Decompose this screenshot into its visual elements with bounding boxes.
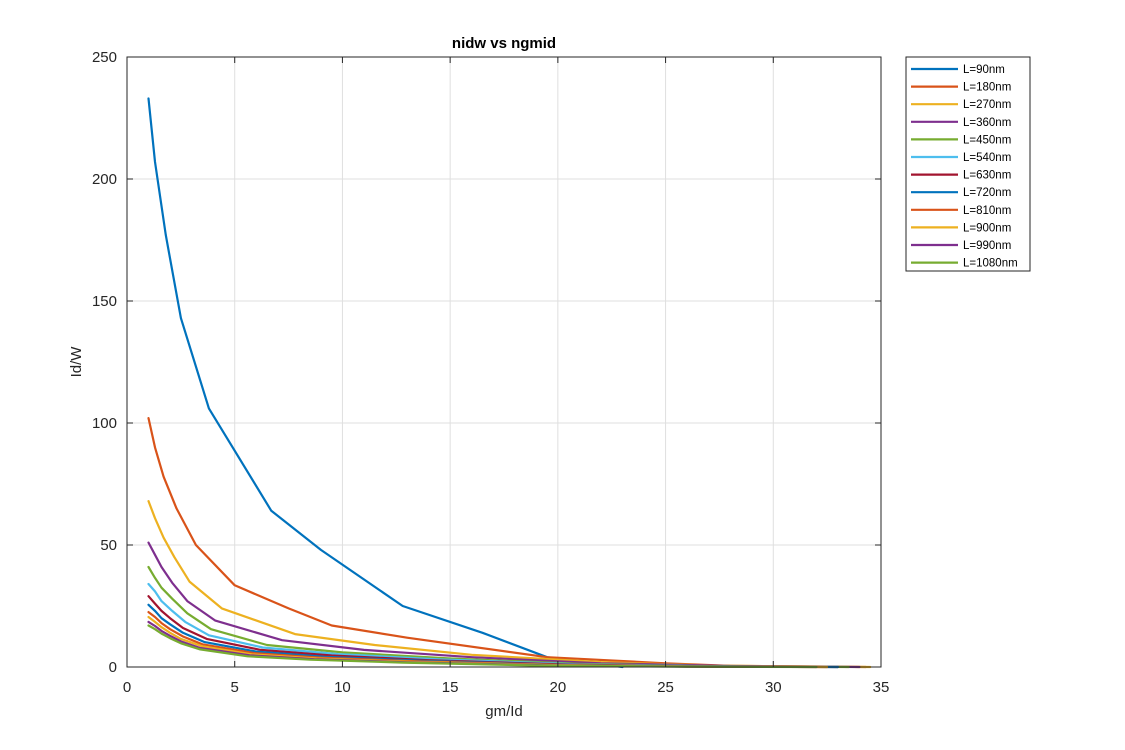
legend-label: L=990nm — [963, 240, 1011, 252]
chart-title: nidw vs ngmid — [452, 35, 556, 52]
y-tick-label: 250 — [92, 49, 117, 66]
series-line-12 — [147, 624, 818, 669]
legend-label: L=900nm — [963, 222, 1011, 234]
series-lines — [147, 97, 872, 669]
legend: L=90nm L=180nm L=270nm L=360nm L=450nm L=540n… — [905, 56, 1031, 272]
y-tick-label: 150 — [92, 293, 117, 310]
x-tick-label: 10 — [334, 679, 351, 696]
x-tick-label: 0 — [123, 679, 131, 696]
legend-box — [905, 56, 1031, 272]
legend-label: L=630nm — [963, 170, 1011, 182]
x-axis-label: gm/Id — [485, 703, 523, 720]
y-axis-label: Id/W — [68, 346, 85, 378]
legend-label: L=540nm — [963, 152, 1011, 164]
legend-label: L=810nm — [963, 205, 1011, 217]
legend-label: L=90nm — [963, 64, 1005, 76]
y-tick-label: 0 — [109, 659, 117, 676]
y-tick-label: 200 — [92, 171, 117, 188]
legend-label: L=270nm — [963, 99, 1011, 111]
x-tick-label: 15 — [442, 679, 459, 696]
legend-label: L=1080nm — [963, 258, 1018, 270]
x-tick-label: 20 — [550, 679, 567, 696]
series-line-1 — [147, 97, 624, 669]
y-tick-label: 100 — [92, 415, 117, 432]
plot-area — [127, 57, 881, 667]
y-tick-label: 50 — [100, 537, 117, 554]
legend-label: L=450nm — [963, 134, 1011, 146]
x-tick-label: 30 — [765, 679, 782, 696]
x-tick-label: 25 — [657, 679, 674, 696]
legend-label: L=180nm — [963, 82, 1011, 94]
legend-label: L=720nm — [963, 187, 1011, 199]
plot-frame — [126, 56, 882, 668]
x-tick-label: 35 — [873, 679, 890, 696]
legend-label: L=360nm — [963, 117, 1011, 129]
axis-ticks: 0 5 10 15 20 25 30 35 0 50 100 150 200 250 — [92, 49, 889, 696]
x-tick-label: 5 — [231, 679, 239, 696]
